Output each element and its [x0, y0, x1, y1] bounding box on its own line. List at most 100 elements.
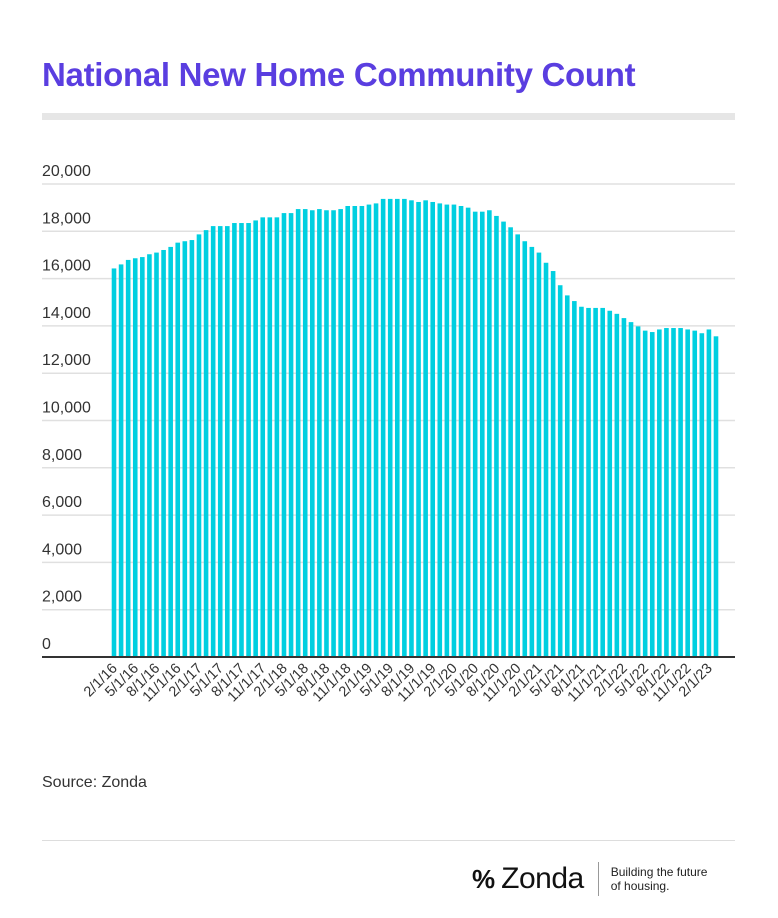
y-tick-label: 0: [42, 636, 51, 653]
bar: [543, 262, 549, 657]
bar: [387, 198, 393, 657]
bar: [168, 246, 173, 657]
bar: [678, 328, 683, 657]
bar: [642, 330, 648, 657]
bar: [324, 210, 329, 657]
bar: [310, 210, 315, 657]
bar: [472, 211, 478, 657]
bar: [494, 215, 499, 658]
bar: [203, 230, 209, 657]
bar: [706, 329, 712, 657]
bar: [508, 227, 513, 658]
y-tick-label: 16,000: [42, 258, 91, 275]
bar: [402, 198, 407, 657]
bar: [359, 205, 365, 657]
bar: [564, 295, 570, 657]
bar: [246, 223, 251, 657]
bar: [536, 252, 542, 657]
bar: [239, 223, 244, 657]
bar: [111, 268, 117, 657]
zonda-logo: % Zonda Building the future of housing.: [472, 862, 721, 896]
bar: [317, 209, 322, 657]
bar: [253, 220, 258, 657]
y-tick-label: 6,000: [42, 494, 82, 511]
bar: [267, 217, 273, 657]
bar: [586, 307, 591, 657]
bar: [147, 254, 152, 658]
bar: [657, 329, 662, 657]
bar: [628, 322, 634, 657]
bar: [572, 301, 577, 657]
bar: [600, 307, 605, 657]
bar: [458, 205, 464, 657]
bar: [685, 329, 690, 657]
bar: [501, 221, 506, 657]
bar: [295, 209, 301, 657]
bar: [621, 318, 627, 657]
bar: [465, 207, 471, 657]
bar: [118, 264, 124, 657]
bar: [338, 209, 343, 657]
brand-tagline: Building the future of housing.: [610, 865, 708, 893]
bar: [479, 211, 485, 657]
bar: [217, 226, 223, 658]
bar: [288, 213, 294, 658]
bar: [409, 200, 414, 658]
bar: [557, 285, 563, 657]
bar: [260, 217, 266, 657]
bar: [182, 241, 188, 657]
y-tick-label: 20,000: [42, 163, 91, 180]
bar: [416, 201, 421, 657]
bar: [352, 205, 358, 657]
bar: [487, 210, 492, 657]
bar: [132, 258, 138, 657]
bar: [394, 198, 400, 657]
bar: [154, 252, 159, 657]
bar: [649, 332, 655, 657]
bar: [366, 204, 372, 657]
y-tick-label: 2,000: [42, 589, 82, 606]
zonda-mark-icon: %: [472, 863, 496, 894]
bar: [515, 234, 520, 657]
bar: [664, 328, 669, 657]
y-tick-label: 18,000: [42, 210, 91, 227]
bar: [274, 217, 280, 657]
title-underline: [42, 113, 735, 120]
bar: [225, 226, 230, 658]
y-tick-label: 12,000: [42, 352, 91, 369]
bar: [345, 205, 351, 657]
bar: [430, 201, 436, 657]
bar: [331, 210, 336, 657]
source-note: Source: Zonda: [42, 774, 147, 791]
bar: [550, 271, 556, 657]
bar: [210, 226, 216, 658]
y-tick-label: 10,000: [42, 400, 91, 417]
chart-title: National New Home Community Count: [42, 56, 636, 93]
y-tick-label: 8,000: [42, 447, 82, 464]
bar: [140, 257, 145, 657]
bar: [232, 223, 237, 657]
bar: [437, 203, 443, 657]
bar: [302, 209, 308, 657]
bar: [451, 204, 457, 657]
bar: [161, 249, 166, 657]
bar: [699, 333, 705, 657]
bar: [692, 330, 698, 657]
bar: [196, 234, 202, 657]
bar: [635, 326, 641, 657]
bar: [593, 307, 598, 657]
bar: [529, 246, 535, 657]
brand-name: Zonda: [501, 862, 584, 895]
bar-chart: 0 2,000 4,000 6,000 8,000 10,000 12,000 14,000 1…: [42, 163, 735, 705]
bar: [579, 306, 584, 657]
bar: [175, 242, 181, 658]
bar: [671, 328, 676, 657]
bar: [614, 313, 620, 657]
bar: [373, 203, 379, 657]
bar: [189, 240, 195, 657]
logo-separator: [597, 862, 599, 896]
footer-divider: [42, 840, 735, 841]
y-tick-label: 14,000: [42, 305, 91, 322]
bar: [607, 310, 613, 657]
